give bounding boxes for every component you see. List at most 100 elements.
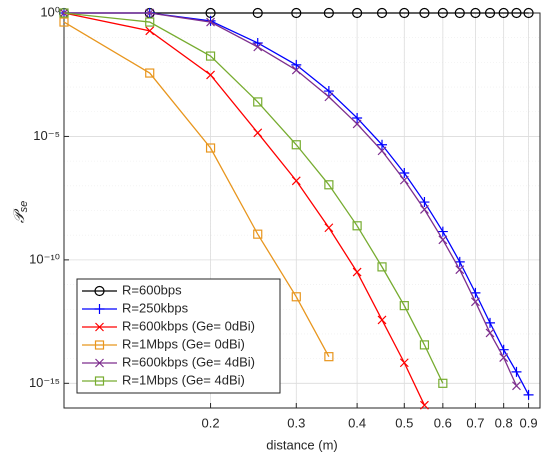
marker [352,119,362,129]
legend-label: R=600kbps (Ge= 0dBi) [122,318,255,333]
marker [399,301,409,311]
marker [352,112,363,123]
marker [291,176,301,186]
y-label-subscript: se [18,201,30,213]
y-tick-label: 10⁻¹⁵ [29,375,60,390]
x-tick-label: 0.3 [287,415,305,430]
x-tick-label: 0.5 [395,415,413,430]
marker [511,7,522,19]
marker [291,292,301,302]
marker [454,256,465,267]
y-tick-label: 10⁻⁵ [33,128,60,143]
marker [399,7,410,19]
x-tick-label: 0.4 [348,415,366,430]
legend: R=600bps R=250kbps R=600kbps (Ge= 0dBi) R=1… [76,278,281,394]
legend-label: R=600bps [122,282,182,297]
marker [291,59,302,70]
marker [484,7,496,19]
series-line [64,12,518,387]
legend-label: R=1Mbps (Ge= 4dBi) [122,372,245,387]
x-tick-label: 0.7 [466,415,484,430]
marker [498,7,509,19]
marker [145,26,155,36]
marker [471,297,480,307]
marker [324,352,334,362]
marker [352,267,362,277]
marker [485,317,496,328]
marker [205,51,216,61]
marker [205,143,216,153]
marker [94,340,105,350]
marker [437,226,448,237]
marker [324,92,334,102]
marker [437,7,448,19]
marker [523,7,534,19]
marker [399,358,409,368]
marker [499,353,509,363]
marker [253,42,263,52]
legend-label: R=250kbps [122,300,189,315]
marker [94,304,105,314]
marker [95,322,104,332]
x-axis-label: distance (m) [266,437,338,452]
marker [94,376,105,386]
marker [399,175,409,185]
marker [419,7,430,19]
x-tick-label: 0.2 [202,415,220,430]
marker [419,197,430,208]
marker [438,235,448,245]
legend-box [76,278,281,394]
marker [291,140,301,150]
marker [323,7,334,19]
marker [253,229,263,239]
marker [145,17,155,27]
marker [291,7,302,19]
marker [377,146,387,156]
marker [523,389,534,400]
marker [206,70,215,80]
legend-label: R=600kbps (Ge= 4dBi) [122,354,255,369]
marker [59,17,69,27]
marker [59,8,69,18]
marker [291,65,301,75]
marker [95,358,104,368]
marker [420,205,429,214]
marker [253,97,263,107]
marker [438,378,448,388]
marker [377,139,388,150]
series-line [63,21,330,357]
marker [498,344,509,355]
x-tick-label: 0.8 [495,415,513,430]
marker [512,381,521,391]
marker [253,128,263,138]
marker [377,315,387,325]
marker [352,221,362,231]
marker [324,180,334,190]
marker [145,68,155,78]
marker [377,262,387,272]
marker [399,168,410,179]
marker [323,86,334,97]
y-tick-label: 10⁻¹⁰ [29,251,60,266]
marker [470,7,481,19]
marker [376,7,388,19]
marker [419,340,430,350]
marker [205,15,216,26]
marker [454,7,465,19]
marker [420,400,429,410]
x-tick-label: 0.6 [434,415,452,430]
marker [470,287,481,298]
marker [485,328,495,338]
series-line [63,12,444,384]
marker [455,265,465,275]
x-tick-label: 0.9 [520,415,538,430]
marker [206,17,215,27]
legend-label: R=1Mbps (Ge= 0dBi) [122,336,245,351]
y-tick-label: 10⁰ [40,4,60,19]
marker [324,223,334,233]
marker [511,366,522,377]
marker [252,7,263,19]
marker [94,285,105,297]
series-line [63,12,426,406]
